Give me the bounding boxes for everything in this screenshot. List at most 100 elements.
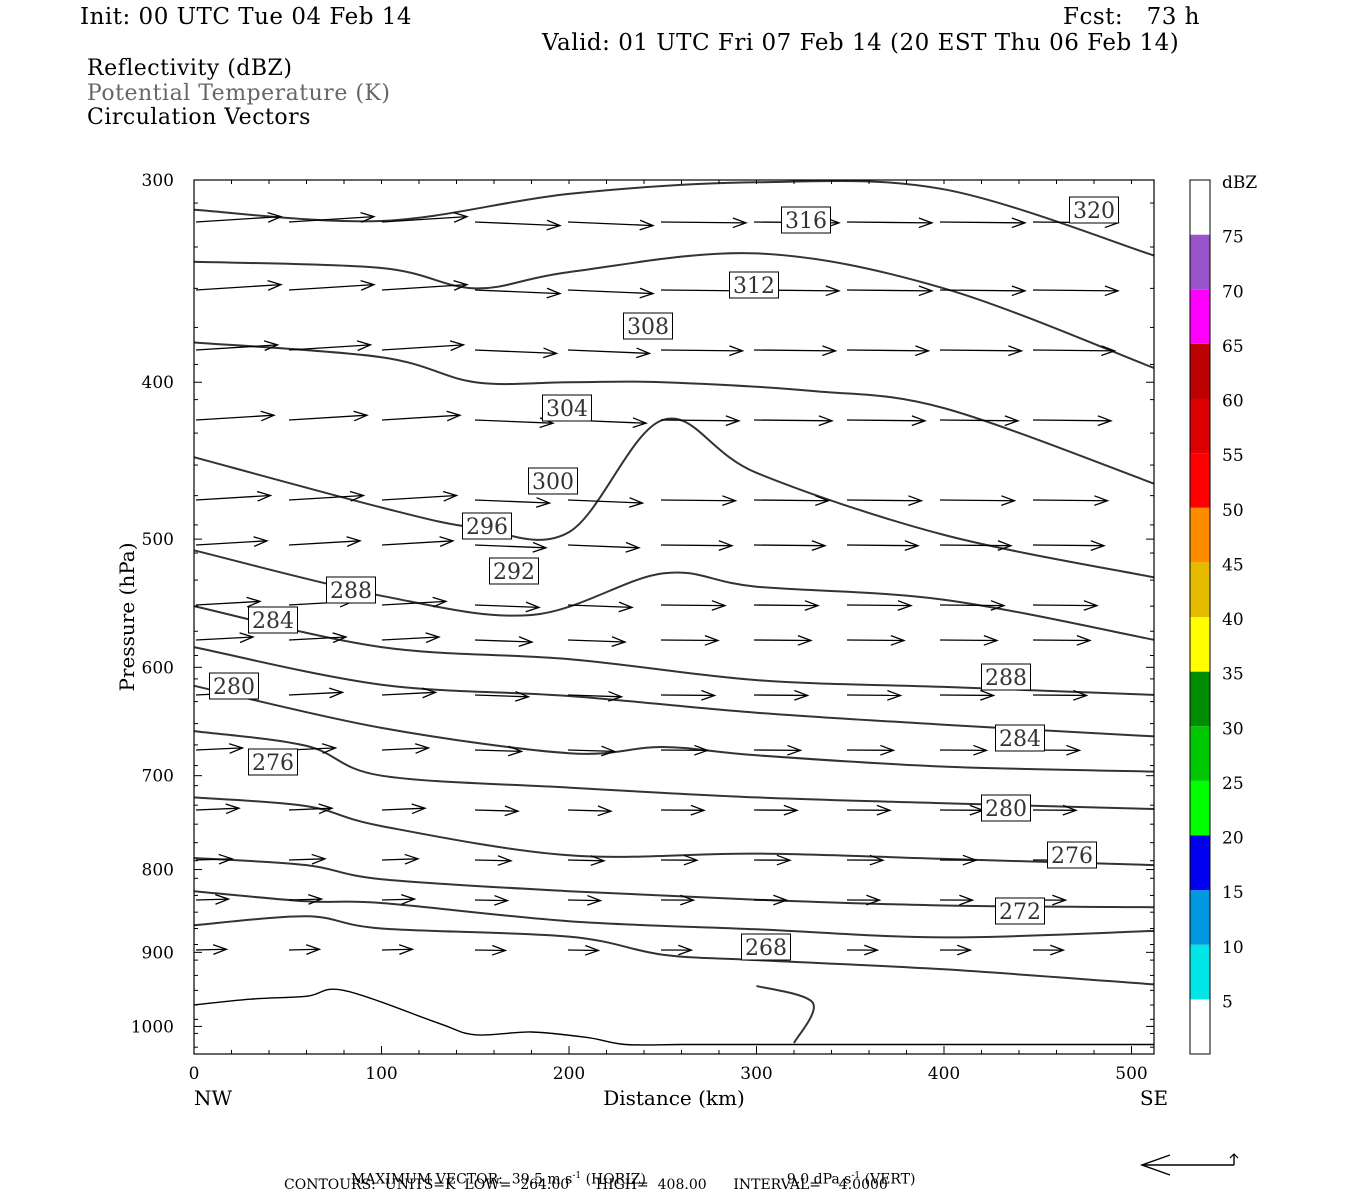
circulation-vector bbox=[567, 347, 652, 359]
svg-text:280: 280 bbox=[213, 675, 255, 700]
forecast-hour: Fcst: 73 h bbox=[1063, 4, 1200, 30]
circulation-vector bbox=[660, 415, 741, 427]
svg-text:272: 272 bbox=[999, 900, 1041, 925]
circulation-vector bbox=[195, 944, 229, 955]
circulation-vector bbox=[567, 541, 641, 553]
reference-vector bbox=[1139, 1153, 1239, 1176]
colorbar-segment bbox=[1190, 507, 1210, 563]
circulation-vector bbox=[474, 347, 559, 359]
circulation-vector bbox=[288, 410, 369, 422]
circulation-vector bbox=[288, 687, 345, 699]
colorbar-segment bbox=[1190, 999, 1210, 1054]
contour-label-288: 288 bbox=[981, 663, 1031, 691]
terrain-line bbox=[193, 988, 1154, 1046]
colorbar-label: 75 bbox=[1222, 228, 1244, 248]
circulation-vector bbox=[195, 212, 283, 223]
circulation-vector bbox=[939, 634, 999, 646]
circulation-vector bbox=[846, 540, 920, 551]
contours-info: CONTOURS: UNITS=K LOW= 264.00 HIGH= 408.… bbox=[284, 1177, 888, 1193]
circulation-vector bbox=[660, 345, 745, 357]
x-tick-label: 300 bbox=[740, 1064, 772, 1084]
circulation-vector bbox=[474, 894, 510, 906]
circulation-vector bbox=[1032, 415, 1113, 427]
circulation-vector bbox=[195, 410, 276, 422]
colorbar-segment bbox=[1190, 780, 1210, 836]
y-tick-label: 700 bbox=[142, 767, 174, 787]
circulation-vector bbox=[846, 689, 903, 701]
circulation-vector bbox=[939, 854, 978, 866]
circulation-vector bbox=[753, 689, 810, 701]
max-vector-vert: 9.0 dPa s-1 (VERT) bbox=[786, 1171, 916, 1188]
circulation-vector bbox=[474, 497, 552, 508]
svg-text:292: 292 bbox=[493, 560, 535, 585]
x-end-label-nw: NW bbox=[194, 1086, 233, 1110]
circulation-vector bbox=[288, 944, 322, 955]
circulation-vector bbox=[474, 417, 555, 429]
circulation-vector bbox=[660, 600, 727, 611]
field-reflectivity: Reflectivity (dBZ) bbox=[87, 56, 293, 81]
svg-text:276: 276 bbox=[252, 751, 294, 776]
colorbar-label: 40 bbox=[1222, 610, 1244, 630]
circulation-vector bbox=[846, 217, 934, 229]
circulation-vector bbox=[939, 285, 1027, 297]
circulation-vector bbox=[381, 280, 469, 291]
circulation-vector bbox=[474, 287, 562, 299]
circulation-vector bbox=[288, 853, 327, 865]
y-axis-ticks: 300 400 500 600 700 800 900 1000 bbox=[131, 171, 1154, 1048]
valid-time: Valid: 01 UTC Fri 07 Feb 14 (20 EST Thu … bbox=[542, 30, 1180, 56]
circulation-vector bbox=[846, 345, 931, 357]
circulation-vector bbox=[660, 894, 696, 906]
colorbar-label: 25 bbox=[1222, 774, 1244, 794]
circulation-vector bbox=[474, 219, 562, 231]
theta-contour-292 bbox=[193, 684, 1155, 773]
circulation-vector bbox=[474, 601, 541, 613]
theta-contour-272 bbox=[193, 915, 1155, 986]
contour-label-272: 272 bbox=[995, 897, 1045, 925]
circulation-vector bbox=[660, 944, 694, 956]
plot-frame bbox=[193, 179, 1155, 1055]
circulation-vector bbox=[1032, 540, 1106, 551]
field-circulation-vectors: Circulation Vectors bbox=[87, 105, 311, 130]
y-tick-label: 800 bbox=[142, 861, 174, 881]
circulation-vector bbox=[567, 745, 617, 757]
circulation-vector bbox=[660, 634, 720, 646]
svg-text:300: 300 bbox=[532, 470, 574, 495]
svg-text:268: 268 bbox=[745, 936, 787, 961]
circulation-vector bbox=[939, 540, 1013, 551]
circulation-vector bbox=[288, 632, 348, 644]
theta-contour-284 bbox=[193, 796, 1155, 867]
circulation-vector bbox=[567, 690, 624, 702]
circulation-vector bbox=[939, 345, 1024, 357]
circulation-vector bbox=[195, 853, 234, 865]
colorbar-segment bbox=[1190, 835, 1210, 891]
circulation-vector bbox=[567, 805, 613, 817]
colorbar-segment bbox=[1190, 289, 1210, 344]
colorbar-segment bbox=[1190, 234, 1210, 290]
svg-text:316: 316 bbox=[785, 209, 827, 234]
circulation-vector bbox=[660, 540, 734, 551]
x-tick-label: 400 bbox=[928, 1064, 960, 1084]
circulation-vector bbox=[474, 690, 531, 702]
colorbar-frame bbox=[1189, 179, 1211, 1055]
circulation-vector bbox=[474, 855, 513, 866]
y-tick-label: 900 bbox=[142, 943, 174, 963]
field-potential-temperature: Potential Temperature (K) bbox=[87, 81, 391, 106]
colorbar-label: 65 bbox=[1222, 337, 1244, 357]
colorbar-segment bbox=[1190, 562, 1210, 617]
colorbar-label: 55 bbox=[1222, 446, 1244, 466]
colorbar-label: 45 bbox=[1222, 555, 1244, 575]
colorbar-segment bbox=[1190, 890, 1210, 945]
contour-label-284: 284 bbox=[995, 724, 1045, 752]
y-tick-label: 400 bbox=[142, 373, 174, 393]
colorbar-label: 50 bbox=[1222, 501, 1244, 521]
contour-label-284: 284 bbox=[248, 606, 298, 634]
colorbar-segment bbox=[1190, 180, 1210, 235]
circulation-vector bbox=[474, 944, 508, 956]
circulation-vector bbox=[753, 744, 803, 756]
circulation-vector bbox=[753, 894, 789, 906]
circulation-vector bbox=[846, 600, 913, 611]
circulation-vector bbox=[288, 536, 362, 547]
contour-label-276: 276 bbox=[1047, 841, 1097, 869]
circulation-vector bbox=[660, 217, 748, 229]
circulation-vector bbox=[939, 689, 996, 701]
